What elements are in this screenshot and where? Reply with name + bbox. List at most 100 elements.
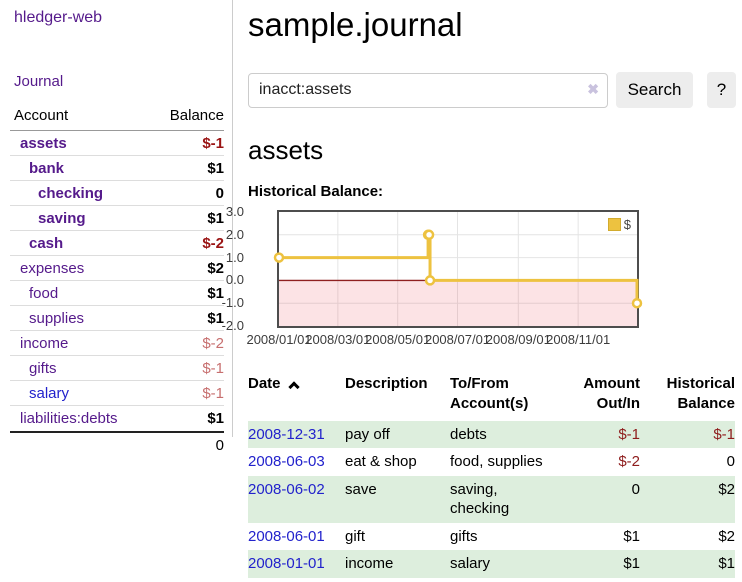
register-row: 2008-12-31 pay off debts $-1 $-1 — [248, 420, 735, 448]
register-date-link[interactable]: 2008-01-01 — [248, 555, 325, 572]
account-balance: $1 — [207, 209, 224, 227]
page-title: sample.journal — [248, 6, 463, 43]
register-date-link[interactable]: 2008-06-02 — [248, 480, 325, 498]
register-row: 2008-06-01 gift gifts $1 $2 — [248, 523, 735, 551]
y-axis-tick-label: -1.0 — [221, 295, 244, 311]
account-row: salary $-1 — [10, 381, 224, 406]
register-amount: 0 — [562, 475, 640, 523]
account-row: checking 0 — [10, 181, 224, 206]
register-accounts: saving, checking — [450, 475, 562, 523]
column-header-date[interactable]: Date — [248, 372, 345, 421]
historical-balance-chart: 3.0 2.0 1.0 0.0 -1.0 -2.0 $ 2008/01/01 2008/03… — [222, 205, 742, 350]
y-axis-tick-label: 2.0 — [225, 226, 244, 242]
account-row: saving $1 — [10, 206, 224, 231]
account-balance: $2 — [207, 259, 224, 277]
accounts-table-header: Account Balance — [10, 105, 224, 131]
y-axis-tick-label: 1.0 — [225, 249, 244, 265]
register-balance: 0 — [726, 453, 735, 470]
register-description: save — [345, 475, 450, 523]
column-header-accounts: To/From Account(s) — [450, 375, 529, 413]
account-balance: $-1 — [202, 384, 224, 402]
account-row: bank $1 — [10, 156, 224, 181]
register-balance: $2 — [640, 475, 735, 523]
accounts-total-value: 0 — [215, 437, 224, 454]
register-balance: $2 — [718, 527, 735, 545]
chart-plot-area: $ — [273, 210, 643, 328]
account-balance: $1 — [207, 159, 224, 177]
register-amount: $1 — [562, 550, 640, 578]
account-row: expenses $2 — [10, 256, 224, 281]
account-link-liabilities-debts[interactable]: liabilities:debts — [20, 410, 118, 427]
register-table: Date Description To/From Account(s) Amou… — [248, 372, 735, 578]
x-axis-tick-label: 2008/07/01 — [424, 332, 491, 347]
account-link-gifts[interactable]: gifts — [29, 359, 57, 377]
help-button[interactable]: ? — [707, 72, 736, 108]
chart-canvas — [273, 212, 643, 326]
account-row: assets $-1 — [10, 131, 224, 156]
search-button[interactable]: Search — [616, 72, 693, 108]
accounts-table: Account Balance assets $-1 bank $1 checking 0… — [10, 105, 224, 458]
register-row: 2008-06-03 eat & shop food, supplies $-2 0 — [248, 448, 735, 476]
account-balance: $1 — [207, 284, 224, 302]
account-row: cash $-2 — [10, 231, 224, 256]
app-brand-link[interactable]: hledger-web — [14, 9, 103, 26]
account-row: income $-2 — [10, 331, 224, 356]
account-row: food $1 — [10, 281, 224, 306]
account-link-supplies[interactable]: supplies — [29, 309, 85, 327]
search-bar: ✖ Search ? — [248, 72, 742, 108]
register-description: gift — [345, 527, 366, 545]
x-axis-tick-label: 2008/01/01 — [246, 332, 312, 347]
account-heading: assets — [248, 135, 324, 165]
account-link-expenses[interactable]: expenses — [20, 259, 85, 277]
register-accounts: salary — [450, 550, 562, 578]
clear-search-icon[interactable]: ✖ — [587, 80, 599, 97]
x-axis-tick-label: 2008/03/01 — [305, 332, 371, 347]
account-balance: 0 — [215, 184, 224, 202]
register-amount: $-2 — [618, 453, 640, 470]
register-balance: $1 — [640, 550, 735, 578]
main-content: sample.journal ✖ Search ? assets Histori… — [222, 0, 742, 578]
account-row: supplies $1 — [10, 306, 224, 331]
x-axis-tick-label: 2008/11/01 — [546, 332, 611, 347]
account-link-bank[interactable]: bank — [29, 159, 65, 177]
journal-link[interactable]: Journal — [14, 73, 64, 90]
search-input[interactable] — [248, 72, 608, 108]
account-balance: $1 — [207, 309, 224, 327]
legend-label: $ — [623, 217, 631, 232]
sidebar: hledger-web Journal Account Balance asse… — [0, 0, 233, 454]
register-amount: $-1 — [562, 420, 640, 448]
chart-title: Historical Balance: — [248, 183, 384, 200]
y-axis-tick-label: 0.0 — [225, 272, 244, 288]
account-balance: $-1 — [202, 134, 224, 152]
x-axis-tick-label: 2008/09/01 — [485, 332, 551, 347]
column-header-balance: Historical Balance — [666, 375, 735, 413]
register-balance: $-1 — [640, 420, 735, 448]
register-amount: $1 — [623, 527, 640, 545]
register-row: 2008-01-01 income salary $1 $1 — [248, 550, 735, 578]
account-link-salary[interactable]: salary — [29, 384, 70, 402]
account-row: gifts $-1 — [10, 356, 224, 381]
y-axis-tick-label: -2.0 — [221, 318, 244, 333]
account-link-food[interactable]: food — [29, 284, 59, 302]
register-accounts: debts — [450, 420, 562, 448]
chart-legend: $ — [605, 216, 633, 233]
account-balance: $1 — [207, 410, 224, 427]
account-link-checking[interactable]: checking — [38, 184, 104, 202]
register-date-link[interactable]: 2008-12-31 — [248, 425, 325, 443]
account-balance: $-2 — [202, 334, 224, 352]
account-link-cash[interactable]: cash — [29, 234, 64, 252]
column-header-amount: Amount Out/In — [583, 375, 640, 413]
account-link-income[interactable]: income — [20, 334, 69, 352]
register-description: income — [345, 550, 450, 578]
register-header-row: Date Description To/From Account(s) Amou… — [248, 372, 735, 421]
account-balance: $-1 — [202, 359, 224, 377]
account-balance: $-2 — [202, 234, 224, 252]
register-date-link[interactable]: 2008-06-03 — [248, 453, 325, 470]
register-description: pay off — [345, 420, 450, 448]
account-link-saving[interactable]: saving — [38, 209, 86, 227]
account-link-assets[interactable]: assets — [20, 134, 67, 152]
register-row: 2008-06-02 save saving, checking 0 $2 — [248, 475, 735, 523]
register-date-link[interactable]: 2008-06-01 — [248, 527, 325, 545]
accounts-col-balance: Balance — [169, 107, 224, 124]
legend-swatch-icon — [607, 218, 621, 231]
